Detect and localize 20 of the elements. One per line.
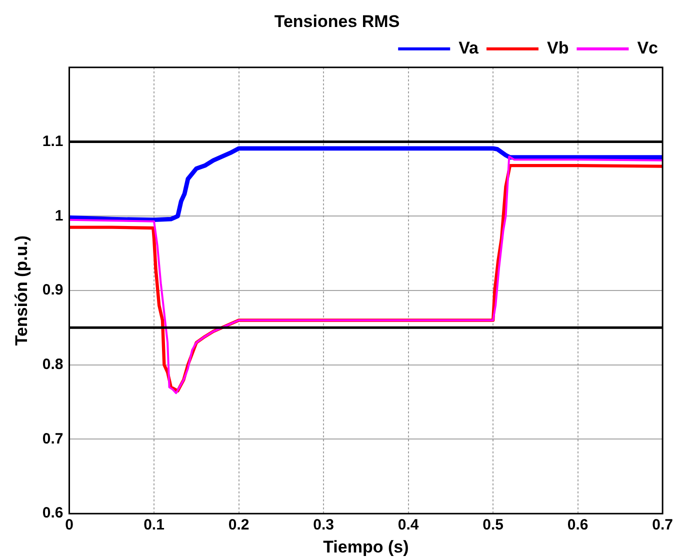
x-tick-label: 0.3 [313,516,334,534]
y-tick-label: 1.1 [42,132,64,150]
x-tick-label: 0 [65,516,74,534]
y-axis-title: Tensión (p.u.) [12,235,31,346]
x-tick-label: 0.1 [144,516,164,534]
legend-label: Vb [546,38,569,58]
chart-title: Tensiones RMS [274,12,400,31]
x-tick-label: 0.4 [398,516,420,534]
x-tick-label: 0.7 [652,516,674,534]
y-tick-label: 0.9 [42,282,64,299]
y-tick-label: 1 [54,207,64,224]
legend-label: Va [458,38,480,58]
x-tick-label: 0.2 [228,516,250,534]
x-tick-label: 0.5 [482,516,504,534]
y-tick-label: 0.7 [42,430,64,448]
y-tick-label: 0.8 [42,356,64,374]
x-tick-label: 0.6 [567,516,588,534]
y-tick-label: 0.6 [42,504,64,522]
x-axis-title: Tiempo (s) [323,537,409,556]
legend-label: Vc [637,38,658,58]
